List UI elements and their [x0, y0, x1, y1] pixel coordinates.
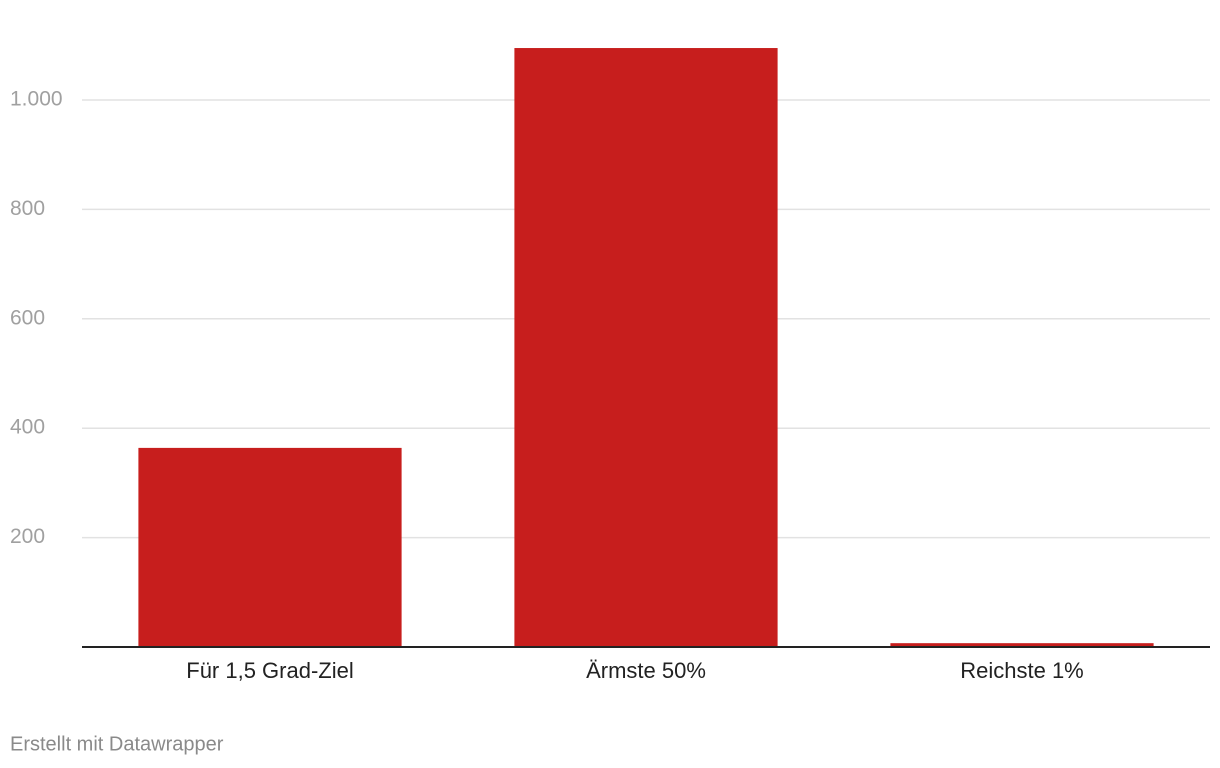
y-tick-label: 800	[10, 197, 45, 220]
credit: Erstellt mit Datawrapper	[10, 733, 224, 755]
bar	[514, 48, 778, 648]
y-tick-label: 200	[10, 525, 45, 548]
y-tick-label: 1.000	[10, 88, 63, 111]
bar	[138, 447, 402, 647]
y-tick-label: 400	[10, 416, 45, 439]
bar	[890, 643, 1154, 647]
y-tick-label: 600	[10, 306, 45, 329]
x-tick-label: Für 1,5 Grad-Ziel	[186, 658, 354, 683]
x-tick-label: Reichste 1%	[960, 658, 1084, 683]
x-tick-label: Ärmste 50%	[586, 658, 706, 683]
